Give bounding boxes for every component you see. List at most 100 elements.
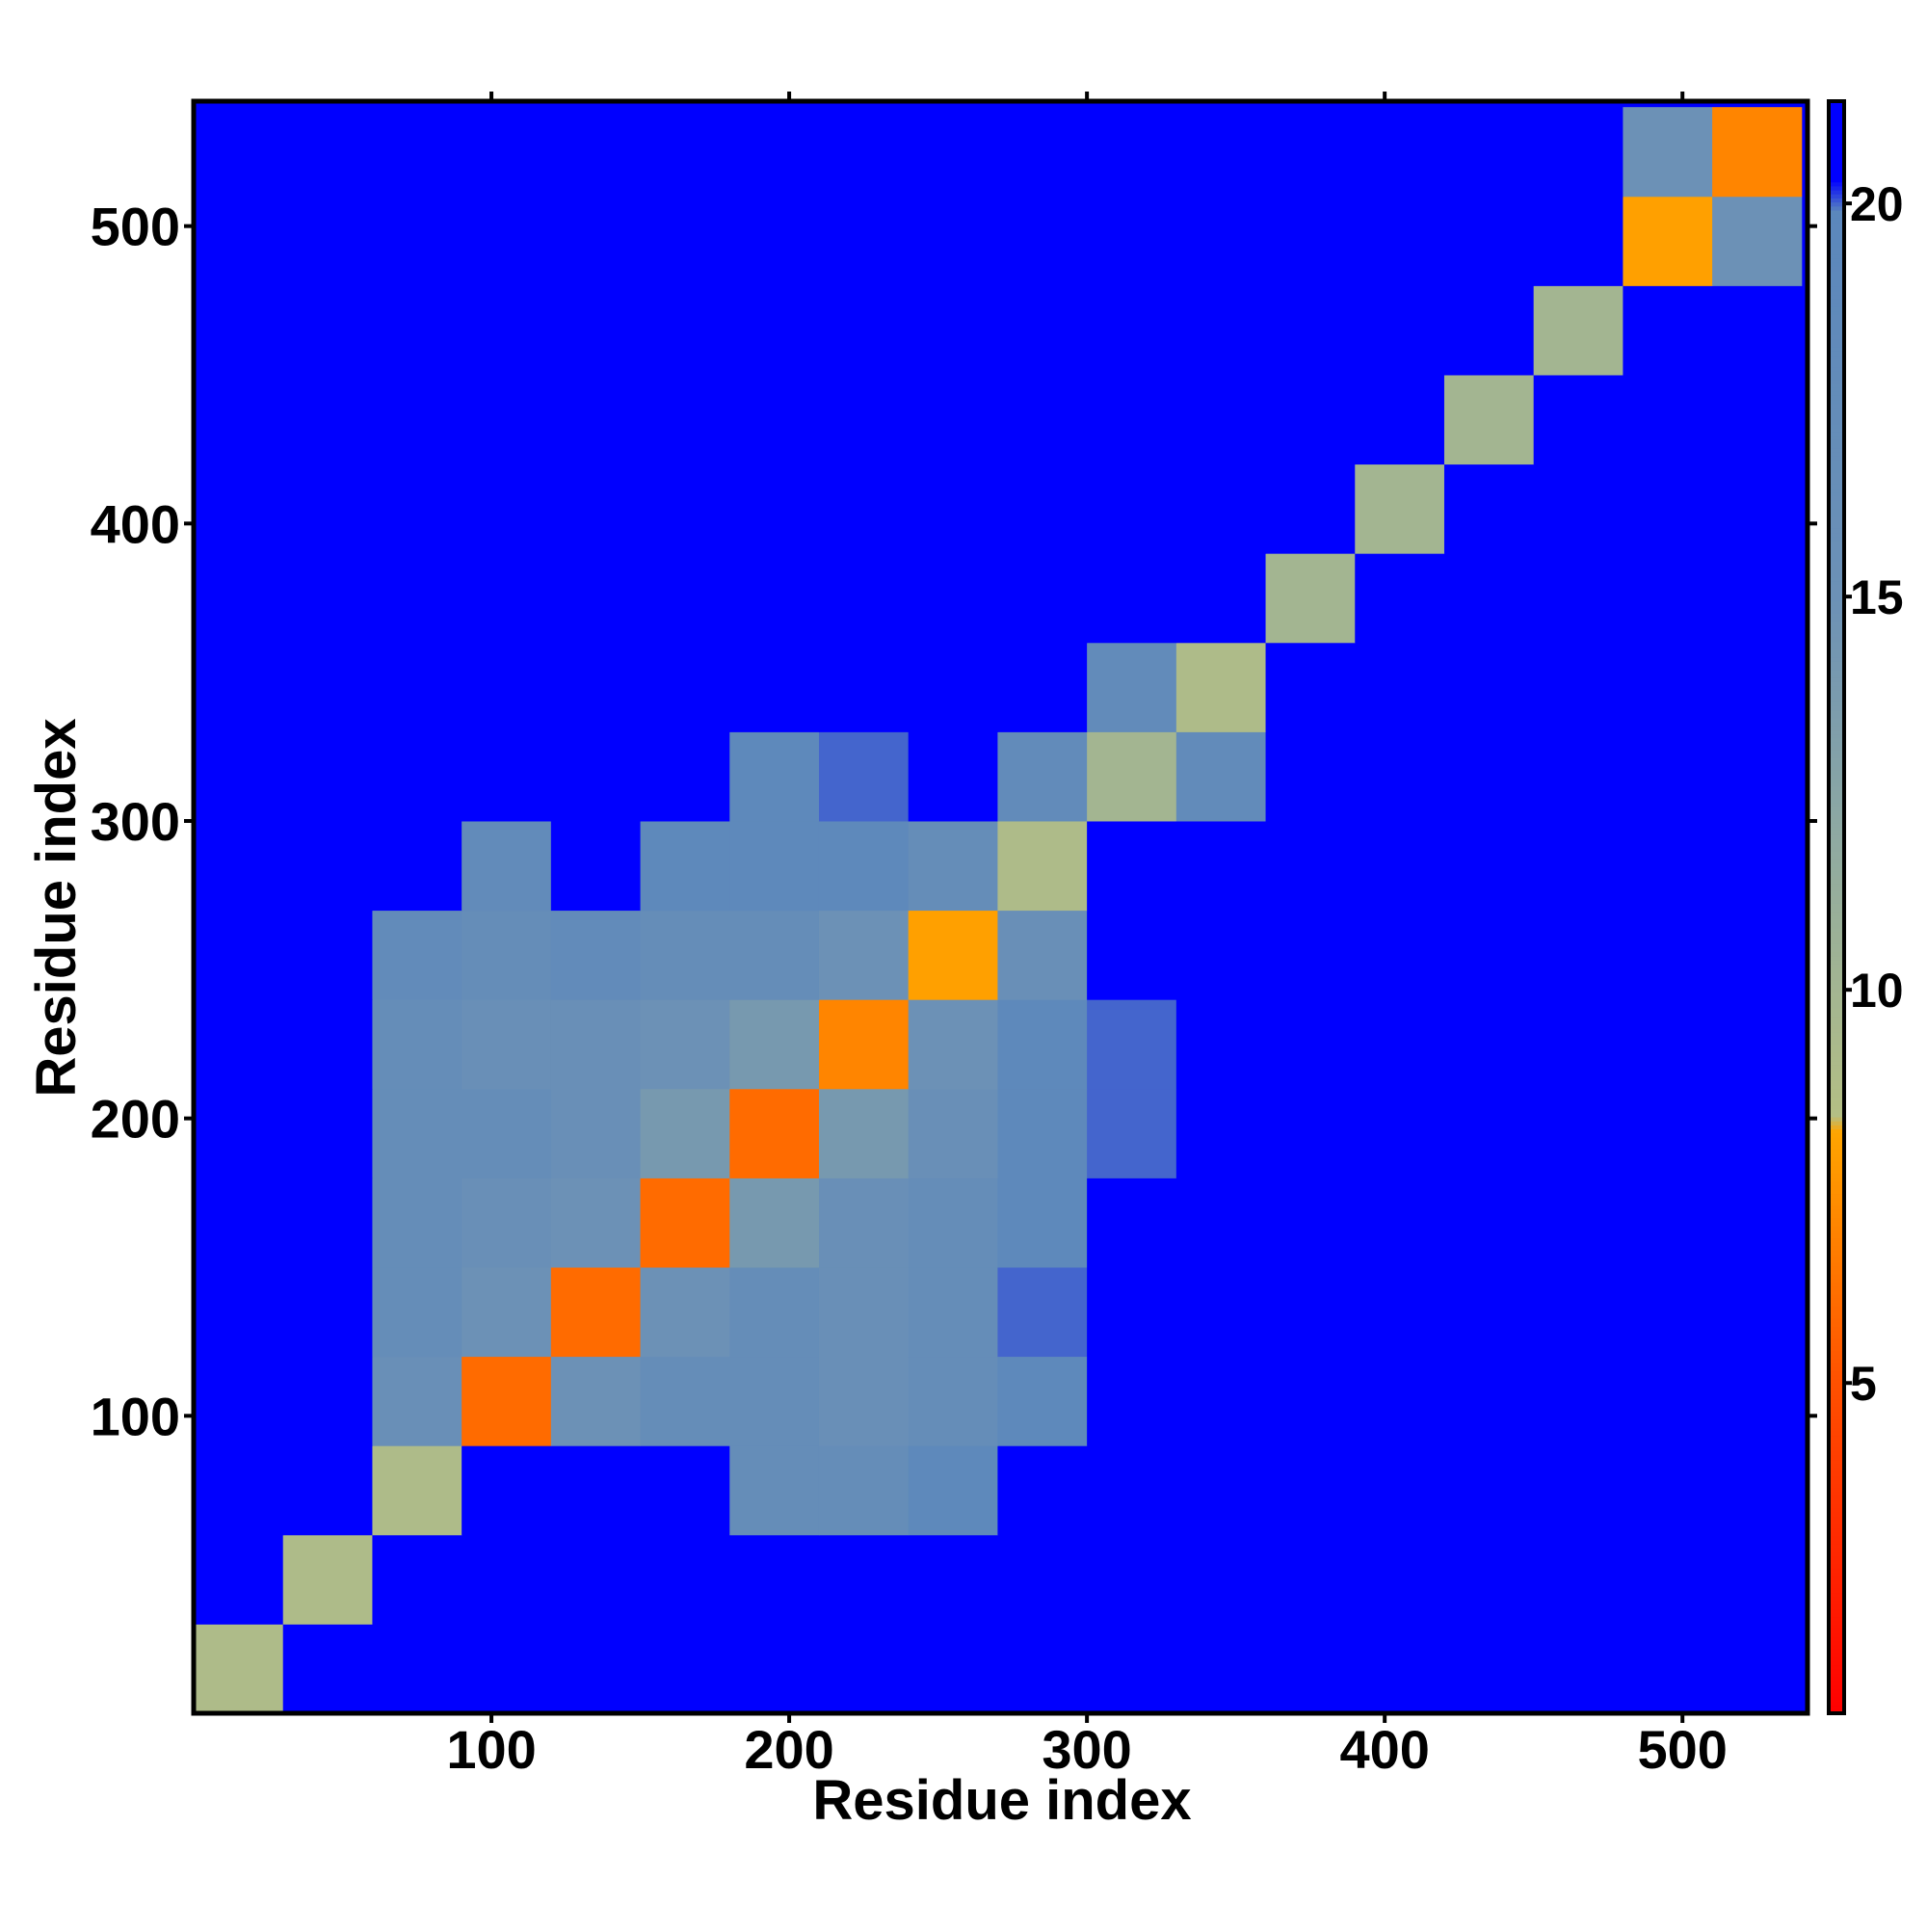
colorbar-segment: [1829, 129, 1844, 135]
colorbar-segment: [1829, 701, 1844, 706]
colorbar-segment: [1829, 218, 1844, 224]
heatmap-cell: [1443, 642, 1535, 732]
colorbar-segment: [1829, 560, 1844, 566]
colorbar-segment: [1829, 955, 1844, 961]
y-axis-title: Residue index: [25, 718, 88, 1097]
colorbar-segment: [1829, 1003, 1844, 1009]
colorbar-segment: [1829, 810, 1844, 815]
colorbar-segment: [1829, 600, 1844, 606]
colorbar-segment: [1829, 1677, 1844, 1682]
heatmap-cell: [1175, 1266, 1267, 1358]
colorbar-segment: [1829, 1322, 1844, 1328]
colorbar-segment: [1829, 1383, 1844, 1388]
heatmap-cell: [729, 999, 820, 1090]
colorbar-segment: [1829, 125, 1844, 130]
colorbar-segment: [1829, 383, 1844, 388]
colorbar-segment: [1829, 303, 1844, 307]
heatmap-cell: [282, 999, 373, 1090]
heatmap-cell: [1175, 1624, 1267, 1714]
heatmap-cell: [997, 285, 1088, 376]
colorbar-segment: [1829, 983, 1844, 989]
heatmap-cell: [550, 910, 642, 1000]
heatmap-cell: [462, 463, 552, 554]
colorbar-segment: [1829, 1044, 1844, 1049]
heatmap-cell: [1533, 820, 1623, 912]
colorbar-segment: [1829, 109, 1844, 115]
heatmap-cell: [729, 731, 820, 822]
colorbar-segment: [1829, 842, 1844, 848]
colorbar-segment: [1829, 399, 1844, 405]
colorbar-segment: [1829, 726, 1844, 731]
colorbar-segment: [1829, 342, 1844, 348]
colorbar-segment: [1829, 411, 1844, 416]
heatmap-cell: [640, 374, 730, 465]
colorbar-segment: [1829, 1121, 1844, 1125]
heatmap-cell: [1623, 107, 1713, 198]
colorbar-segment: [1829, 488, 1844, 493]
heatmap-cell: [1265, 1088, 1356, 1178]
colorbar-segment: [1829, 1673, 1844, 1678]
colorbar-segment: [1829, 1116, 1844, 1122]
heatmap-cell: [550, 999, 642, 1090]
heatmap-cell: [1623, 1445, 1713, 1536]
heatmap-cell: [729, 196, 820, 286]
heatmap-cell: [1623, 1356, 1713, 1446]
heatmap-cell: [729, 1534, 820, 1625]
colorbar-segment: [1829, 209, 1844, 215]
colorbar-segment: [1829, 1394, 1844, 1400]
colorbar-segment: [1829, 1366, 1844, 1372]
heatmap-cell: [1443, 196, 1535, 286]
colorbar-segment: [1829, 1495, 1844, 1500]
heatmap-cell: [1533, 463, 1623, 554]
heatmap-cell: [818, 1445, 910, 1536]
colorbar-segment: [1829, 181, 1844, 187]
colorbar-segment: [1829, 1475, 1844, 1481]
heatmap-cell: [194, 553, 284, 644]
colorbar-segment: [1829, 1152, 1844, 1158]
heatmap-cell: [1623, 910, 1713, 1000]
heatmap-cell: [997, 374, 1088, 465]
colorbar-segment: [1829, 1169, 1844, 1175]
heatmap-cell: [1712, 1178, 1803, 1268]
heatmap-cell: [1265, 1356, 1356, 1446]
colorbar-segment: [1829, 266, 1844, 272]
colorbar-segment: [1829, 120, 1844, 126]
colorbar-segment: [1829, 596, 1844, 602]
colorbar-segment: [1829, 1463, 1844, 1469]
heatmap-cell: [1623, 820, 1713, 912]
heatmap-cell: [282, 374, 373, 465]
colorbar-segment: [1829, 1177, 1844, 1182]
colorbar-segment: [1829, 451, 1844, 457]
heatmap-cell: [1712, 196, 1803, 286]
colorbar-segment: [1829, 757, 1844, 763]
colorbar-segment: [1829, 1653, 1844, 1658]
heatmap-cell: [372, 1178, 462, 1268]
heatmap-cell: [1443, 731, 1535, 822]
colorbar-segment: [1829, 1446, 1844, 1452]
colorbar-segment: [1829, 899, 1844, 904]
heatmap-cell: [640, 463, 730, 554]
heatmap-cell: [462, 1356, 552, 1446]
heatmap-cell: [1443, 1356, 1535, 1446]
colorbar-segment: [1829, 1564, 1844, 1570]
colorbar-segment: [1829, 761, 1844, 767]
heatmap-cell: [282, 553, 373, 644]
colorbar-segment: [1829, 427, 1844, 433]
colorbar-segment: [1829, 1302, 1844, 1308]
colorbar-segment: [1829, 665, 1844, 671]
heatmap-cell: [1712, 1445, 1803, 1536]
colorbar-segment: [1829, 693, 1844, 699]
heatmap-cell: [1712, 999, 1803, 1090]
heatmap-cell: [1712, 1266, 1803, 1358]
heatmap-cell: [1265, 999, 1356, 1090]
colorbar-segment: [1829, 1439, 1844, 1444]
heatmap-cell: [1443, 1624, 1535, 1714]
heatmap-cell: [729, 910, 820, 1000]
heatmap-cell: [1355, 820, 1445, 912]
colorbar-segment: [1829, 1398, 1844, 1404]
colorbar-segment: [1829, 1411, 1844, 1416]
heatmap-cell: [1265, 374, 1356, 465]
colorbar-segment: [1829, 170, 1844, 174]
heatmap-cell: [1355, 196, 1445, 286]
heatmap-cell: [1087, 999, 1177, 1090]
